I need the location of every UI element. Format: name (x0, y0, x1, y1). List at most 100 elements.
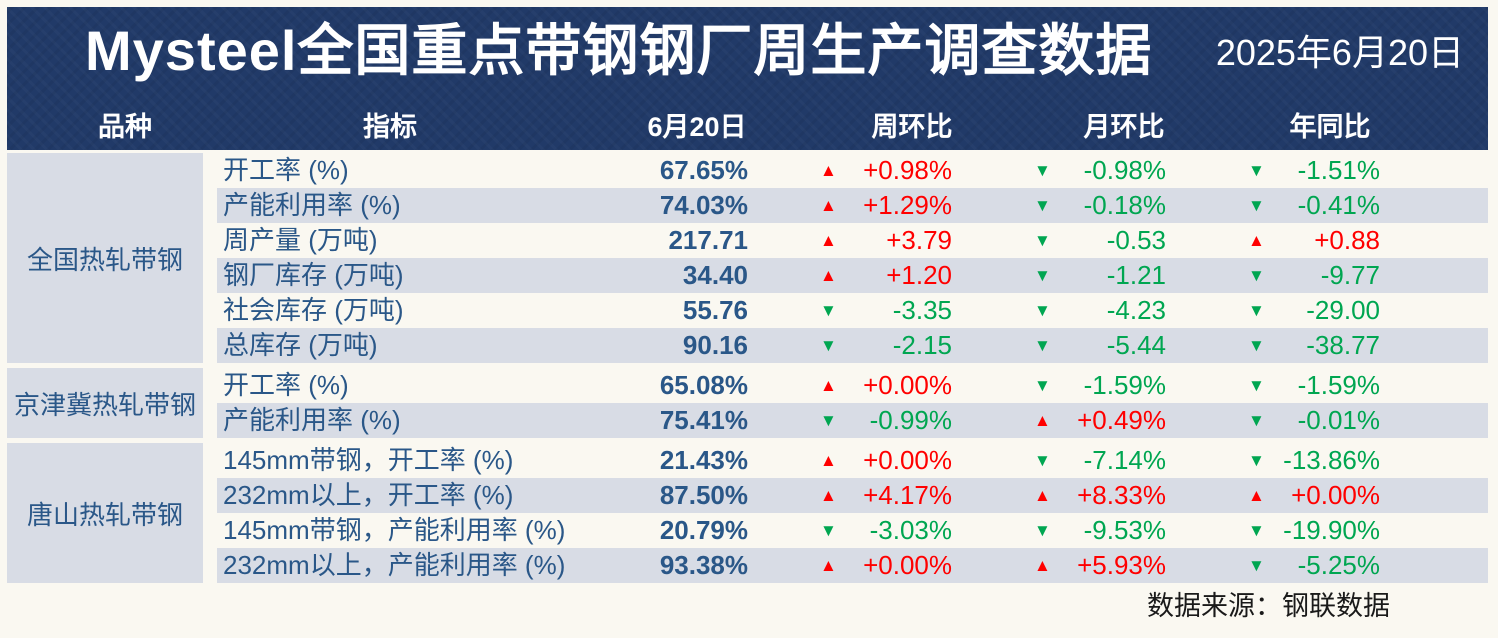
up-arrow-icon: ▲ (1034, 556, 1051, 575)
group-rows: 145mm带钢，开工率 (%) 21.43% ▲ +0.00% ▼ -7.14% ▼ -13.… (217, 443, 1488, 583)
column-spacer (748, 258, 820, 293)
mom-change-cell: ▼ -0.53 (1034, 223, 1166, 258)
mom-change-cell: ▲ +5.93% (1034, 548, 1166, 583)
yoy-change-cell: ▼ -29.00 (1248, 293, 1380, 328)
mom-change-value: -0.18% (1083, 190, 1166, 220)
yoy-change-value: -0.41% (1297, 190, 1380, 220)
table-row: 开工率 (%) 67.65% ▲ +0.98% ▼ -0.98% ▼ -1.51% (217, 153, 1488, 188)
column-header-date: 6月20日 (647, 112, 747, 142)
column-spacer (748, 478, 820, 513)
column-header-wow: 周环比 (871, 112, 953, 142)
down-arrow-icon: ▼ (1034, 451, 1051, 470)
column-spacer (1166, 478, 1248, 513)
indicator-label: 周产量 (万吨) (223, 225, 378, 255)
table-header: Mysteel全国重点带钢钢厂周生产调查数据 2025年6月20日 品种 指标 … (7, 7, 1488, 150)
mom-change-cell: ▼ -1.21 (1034, 258, 1166, 293)
wow-change-cell: ▲ +1.20 (820, 258, 952, 293)
table-row: 145mm带钢，产能利用率 (%) 20.79% ▼ -3.03% ▼ -9.53% ▼ -1… (217, 513, 1488, 548)
yoy-change-cell: ▼ -19.90% (1248, 513, 1380, 548)
variety-cell: 全国热轧带钢 (7, 153, 203, 363)
yoy-change-cell: ▼ -5.25% (1248, 548, 1380, 583)
wow-change-value: +0.98% (863, 155, 952, 185)
yoy-change-value: -29.00 (1306, 295, 1380, 325)
down-arrow-icon: ▼ (1034, 161, 1051, 180)
wow-change-cell: ▲ +0.00% (820, 548, 952, 583)
up-arrow-icon: ▲ (820, 196, 837, 215)
indicator-label: 总库存 (万吨) (223, 330, 378, 360)
column-spacer (748, 513, 820, 548)
down-arrow-icon: ▼ (1248, 556, 1265, 575)
wow-change-value: +1.29% (863, 190, 952, 220)
row-tail-spacer (1380, 153, 1488, 188)
wow-change-value: -3.35 (892, 295, 952, 325)
column-spacer (748, 188, 820, 223)
column-spacer (1166, 548, 1248, 583)
mom-change-cell: ▼ -7.14% (1034, 443, 1166, 478)
up-arrow-icon: ▲ (820, 486, 837, 505)
current-value: 55.76 (682, 295, 748, 325)
group-rows: 开工率 (%) 65.08% ▲ +0.00% ▼ -1.59% ▼ -1.59% 产能利用率 … (217, 368, 1488, 438)
indicator-label: 开工率 (%) (223, 370, 349, 400)
down-arrow-icon: ▼ (1248, 521, 1265, 540)
column-spacer (748, 548, 820, 583)
column-spacer (1166, 153, 1248, 188)
column-spacer (952, 368, 1034, 403)
down-arrow-icon: ▼ (1034, 231, 1051, 250)
group-rows: 开工率 (%) 67.65% ▲ +0.98% ▼ -0.98% ▼ -1.51% 产能利用率 … (217, 153, 1488, 363)
yoy-change-cell: ▼ -1.59% (1248, 368, 1380, 403)
row-tail-spacer (1380, 258, 1488, 293)
column-spacer (952, 188, 1034, 223)
wow-change-cell: ▼ -0.99% (820, 403, 952, 438)
table-row: 总库存 (万吨) 90.16 ▼ -2.15 ▼ -5.44 ▼ -38.77 (217, 328, 1488, 363)
variety-group: 全国热轧带钢 开工率 (%) 67.65% ▲ +0.98% ▼ -0.98% ▼ -1.51%… (7, 153, 1488, 363)
yoy-change-value: -0.01% (1297, 405, 1380, 435)
column-header-yoy: 年同比 (1289, 112, 1371, 142)
yoy-change-cell: ▼ -0.01% (1248, 403, 1380, 438)
up-arrow-icon: ▲ (1034, 411, 1051, 430)
wow-change-cell: ▼ -3.35 (820, 293, 952, 328)
table-row: 周产量 (万吨) 217.71 ▲ +3.79 ▼ -0.53 ▲ +0.88 (217, 223, 1488, 258)
data-source: 数据来源：钢联数据 (1147, 591, 1390, 621)
table-row: 社会库存 (万吨) 55.76 ▼ -3.35 ▼ -4.23 ▼ -29.00 (217, 293, 1488, 328)
yoy-change-cell: ▼ -0.41% (1248, 188, 1380, 223)
column-spacer (748, 328, 820, 363)
mom-change-cell: ▼ -0.18% (1034, 188, 1166, 223)
variety-cell: 京津冀热轧带钢 (7, 368, 203, 438)
current-value: 90.16 (682, 330, 748, 360)
current-value: 65.08% (659, 370, 748, 400)
indicator-label: 社会库存 (万吨) (223, 295, 404, 325)
mom-change-cell: ▼ -5.44 (1034, 328, 1166, 363)
down-arrow-icon: ▼ (1248, 161, 1265, 180)
yoy-change-value: -38.77 (1306, 330, 1380, 360)
mom-change-value: -7.14% (1083, 445, 1166, 475)
wow-change-value: +0.00% (863, 370, 952, 400)
column-header-indicator: 指标 (363, 112, 417, 142)
yoy-change-value: +0.88 (1314, 225, 1380, 255)
indicator-label: 产能利用率 (%) (223, 405, 401, 435)
wow-change-cell: ▲ +1.29% (820, 188, 952, 223)
column-spacer (1166, 223, 1248, 258)
up-arrow-icon: ▲ (820, 266, 837, 285)
indicator-label: 145mm带钢，产能利用率 (%) (223, 515, 566, 545)
indicator-label: 232mm以上，开工率 (%) (223, 480, 514, 510)
mom-change-value: -4.23 (1106, 295, 1166, 325)
column-spacer (748, 223, 820, 258)
wow-change-value: -2.15 (892, 330, 952, 360)
variety-group: 唐山热轧带钢 145mm带钢，开工率 (%) 21.43% ▲ +0.00% ▼ -7.14… (7, 443, 1488, 583)
mom-change-value: +5.93% (1077, 550, 1166, 580)
column-spacer (952, 223, 1034, 258)
up-arrow-icon: ▲ (820, 556, 837, 575)
current-value: 21.43% (659, 445, 748, 475)
variety-cell: 唐山热轧带钢 (7, 443, 203, 583)
table-row: 232mm以上，产能利用率 (%) 93.38% ▲ +0.00% ▲ +5.93% ▼ -5… (217, 548, 1488, 583)
table-row: 钢厂库存 (万吨) 34.40 ▲ +1.20 ▼ -1.21 ▼ -9.77 (217, 258, 1488, 293)
down-arrow-icon: ▼ (1248, 376, 1265, 395)
wow-change-value: +0.00% (863, 445, 952, 475)
mom-change-value: -1.21 (1106, 260, 1166, 290)
table-row: 232mm以上，开工率 (%) 87.50% ▲ +4.17% ▲ +8.33% ▲ +0.0… (217, 478, 1488, 513)
wow-change-cell: ▲ +0.98% (820, 153, 952, 188)
wow-change-value: +4.17% (863, 480, 952, 510)
table-row: 产能利用率 (%) 75.41% ▼ -0.99% ▲ +0.49% ▼ -0.01% (217, 403, 1488, 438)
up-arrow-icon: ▲ (820, 161, 837, 180)
